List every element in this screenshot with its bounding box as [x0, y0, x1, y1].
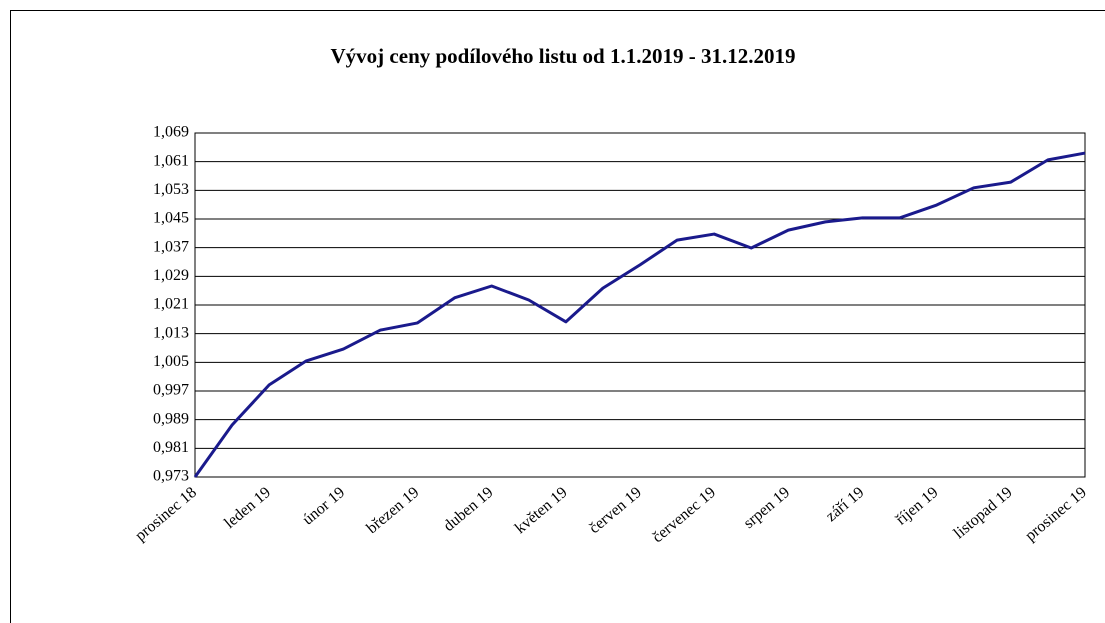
- y-tick-label: 1,053: [153, 181, 189, 198]
- y-tick-label: 1,061: [153, 152, 189, 169]
- plot-area: [194, 132, 1086, 478]
- y-tick-label: 0,997: [153, 382, 189, 399]
- y-tick-label: 1,021: [153, 296, 189, 313]
- y-tick-label: 1,069: [153, 124, 189, 141]
- y-tick-label: 0,989: [153, 410, 189, 427]
- x-tick-label: srpen 19: [740, 484, 793, 532]
- y-tick-label: 0,981: [153, 439, 189, 456]
- x-tick-label: duben 19: [440, 484, 496, 535]
- y-tick-label: 1,045: [153, 210, 189, 227]
- x-tick-label: prosinec 19: [1022, 484, 1090, 545]
- x-tick-label: únor 19: [300, 484, 349, 529]
- x-tick-label: říjen 19: [893, 484, 942, 529]
- y-tick-label: 1,013: [153, 324, 189, 341]
- y-tick-label: 0,973: [153, 468, 189, 485]
- x-tick-label: listopad 19: [951, 484, 1016, 542]
- x-tick-label: červenec 19: [649, 484, 719, 546]
- x-tick-label: březen 19: [364, 484, 423, 537]
- x-tick-label: prosinec 18: [132, 484, 200, 545]
- line-series: [193, 151, 1086, 478]
- frame: [10, 10, 1105, 623]
- y-tick-label: 1,037: [153, 238, 189, 255]
- x-tick-label: červen 19: [586, 484, 645, 537]
- x-tick-label: září 19: [823, 484, 868, 525]
- y-tick-label: 1,005: [153, 353, 189, 370]
- y-tick-label: 1,029: [153, 267, 189, 284]
- chart-title: Vývoj ceny podílového listu od 1.1.2019 …: [331, 44, 796, 68]
- x-tick-label: květen 19: [512, 484, 571, 537]
- x-tick-label: leden 19: [221, 484, 274, 532]
